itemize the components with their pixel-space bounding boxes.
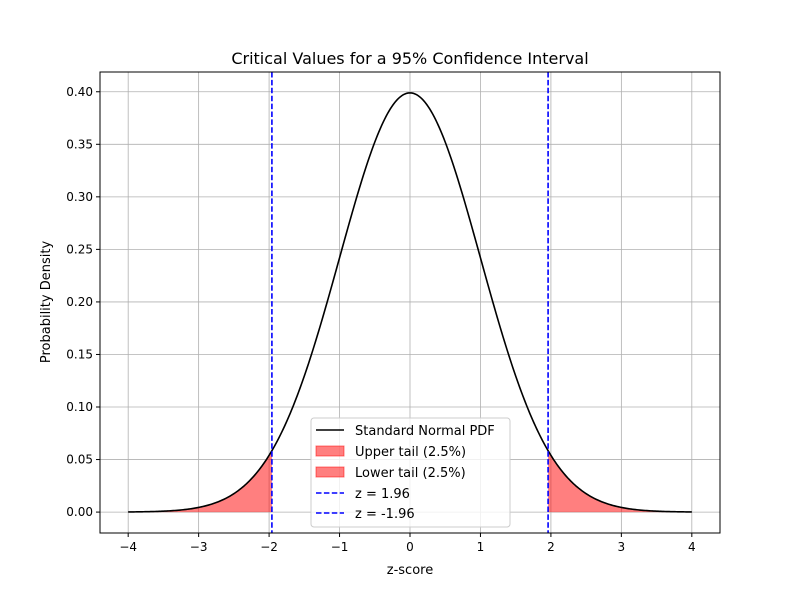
x-axis-label: z-score	[387, 563, 433, 578]
x-tick-label: −3	[190, 540, 208, 554]
x-tick-label: 0	[406, 540, 414, 554]
upper-tail-fill	[548, 450, 692, 513]
y-tick-label: 0.15	[66, 347, 93, 361]
legend-label-vline-pos: z = 1.96	[355, 487, 410, 502]
x-tick-label: 3	[618, 540, 626, 554]
y-axis-label: Probability Density	[39, 241, 54, 364]
legend-label-vline-neg: z = -1.96	[355, 507, 415, 522]
x-axis-ticks: −4 −3 −2 −1 0 1 2 3 4	[119, 533, 696, 554]
y-tick-label: 0.05	[66, 453, 93, 467]
y-tick-label: 0.30	[66, 190, 93, 204]
x-tick-label: −4	[119, 540, 137, 554]
lower-tail-fill	[128, 450, 272, 513]
legend-frame	[310, 417, 511, 528]
legend: Standard Normal PDF Upper tail (2.5%) Lo…	[310, 417, 511, 528]
y-axis-ticks: 0.00 0.05 0.10 0.15 0.20 0.25 0.30 0.35 0.40	[66, 85, 100, 519]
y-tick-label: 0.35	[66, 137, 93, 151]
plot-lines	[128, 72, 692, 533]
normal-pdf-curve	[128, 92, 692, 513]
x-tick-label: −1	[331, 540, 349, 554]
y-tick-label: 0.10	[66, 400, 93, 414]
x-tick-label: −2	[260, 540, 278, 554]
y-tick-label: 0.40	[66, 85, 93, 99]
x-tick-label: 4	[688, 540, 696, 554]
legend-label-curve: Standard Normal PDF	[355, 424, 495, 439]
y-tick-label: 0.25	[66, 242, 93, 256]
y-tick-label: 0.00	[66, 505, 93, 519]
tail-fills	[128, 450, 692, 513]
chart-title: Critical Values for a 95% Confidence Int…	[231, 49, 588, 68]
x-tick-label: 1	[477, 540, 485, 554]
legend-label-lower: Lower tail (2.5%)	[355, 466, 466, 481]
legend-swatch-upper	[315, 445, 345, 457]
x-tick-label: 2	[547, 540, 555, 554]
y-tick-label: 0.20	[66, 295, 93, 309]
legend-swatch-lower	[315, 466, 345, 478]
legend-label-upper: Upper tail (2.5%)	[355, 445, 466, 460]
